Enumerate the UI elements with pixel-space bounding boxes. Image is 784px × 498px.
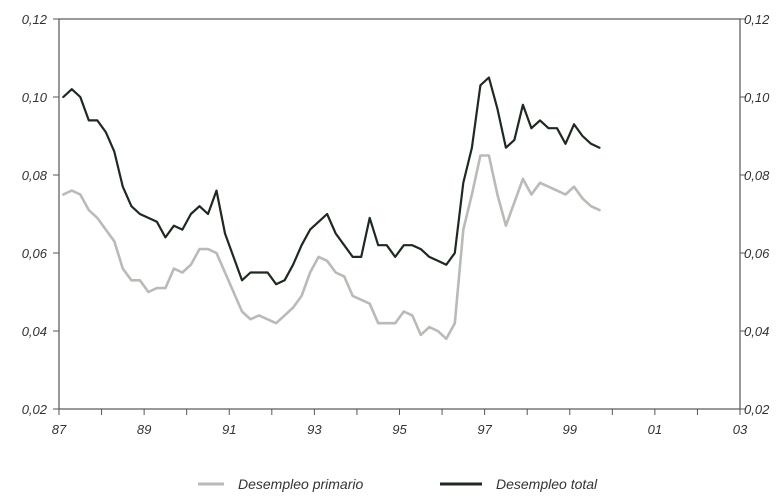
x-tick-label: 01 <box>648 422 662 437</box>
y-tick-label-right: 0,08 <box>744 168 770 183</box>
y-tick-label-right: 0,10 <box>744 90 770 105</box>
y-tick-label-left: 0,12 <box>22 12 48 27</box>
y-tick-label-right: 0,12 <box>744 12 770 27</box>
x-tick-label: 91 <box>222 422 236 437</box>
legend-label-primario: Desempleo primario <box>238 476 363 492</box>
series-line-primario <box>61 154 601 341</box>
x-tick-label: 87 <box>52 422 67 437</box>
series-line-total <box>62 76 601 286</box>
y-tick-label-right: 0,02 <box>744 402 770 417</box>
y-tick-label-right: 0,06 <box>744 246 770 261</box>
axis-tick-labels: 87 89 91 93 95 97 99 01 03 0,02 0,02 0,04 0,04 0,06 0,… <box>22 12 770 437</box>
y-tick-label-left: 0,04 <box>22 324 47 339</box>
series-lines <box>61 76 601 341</box>
x-tick-label: 03 <box>733 422 748 437</box>
x-tick-label: 99 <box>563 422 577 437</box>
y-tick-label-left: 0,02 <box>22 402 48 417</box>
legend: Desempleo primario Desempleo total <box>198 476 598 492</box>
x-tick-label: 97 <box>477 422 492 437</box>
plot-area-border <box>58 18 741 410</box>
x-tick-label: 95 <box>392 422 407 437</box>
x-tick-label: 89 <box>137 422 151 437</box>
y-tick-label-left: 0,06 <box>22 246 48 261</box>
y-tick-label-left: 0,10 <box>22 90 48 105</box>
y-tick-label-right: 0,04 <box>744 324 769 339</box>
x-tick-label: 93 <box>307 422 322 437</box>
plot-frame <box>58 18 741 410</box>
legend-label-total: Desempleo total <box>496 476 598 492</box>
axis-ticks <box>53 18 746 415</box>
y-tick-label-left: 0,08 <box>22 168 48 183</box>
